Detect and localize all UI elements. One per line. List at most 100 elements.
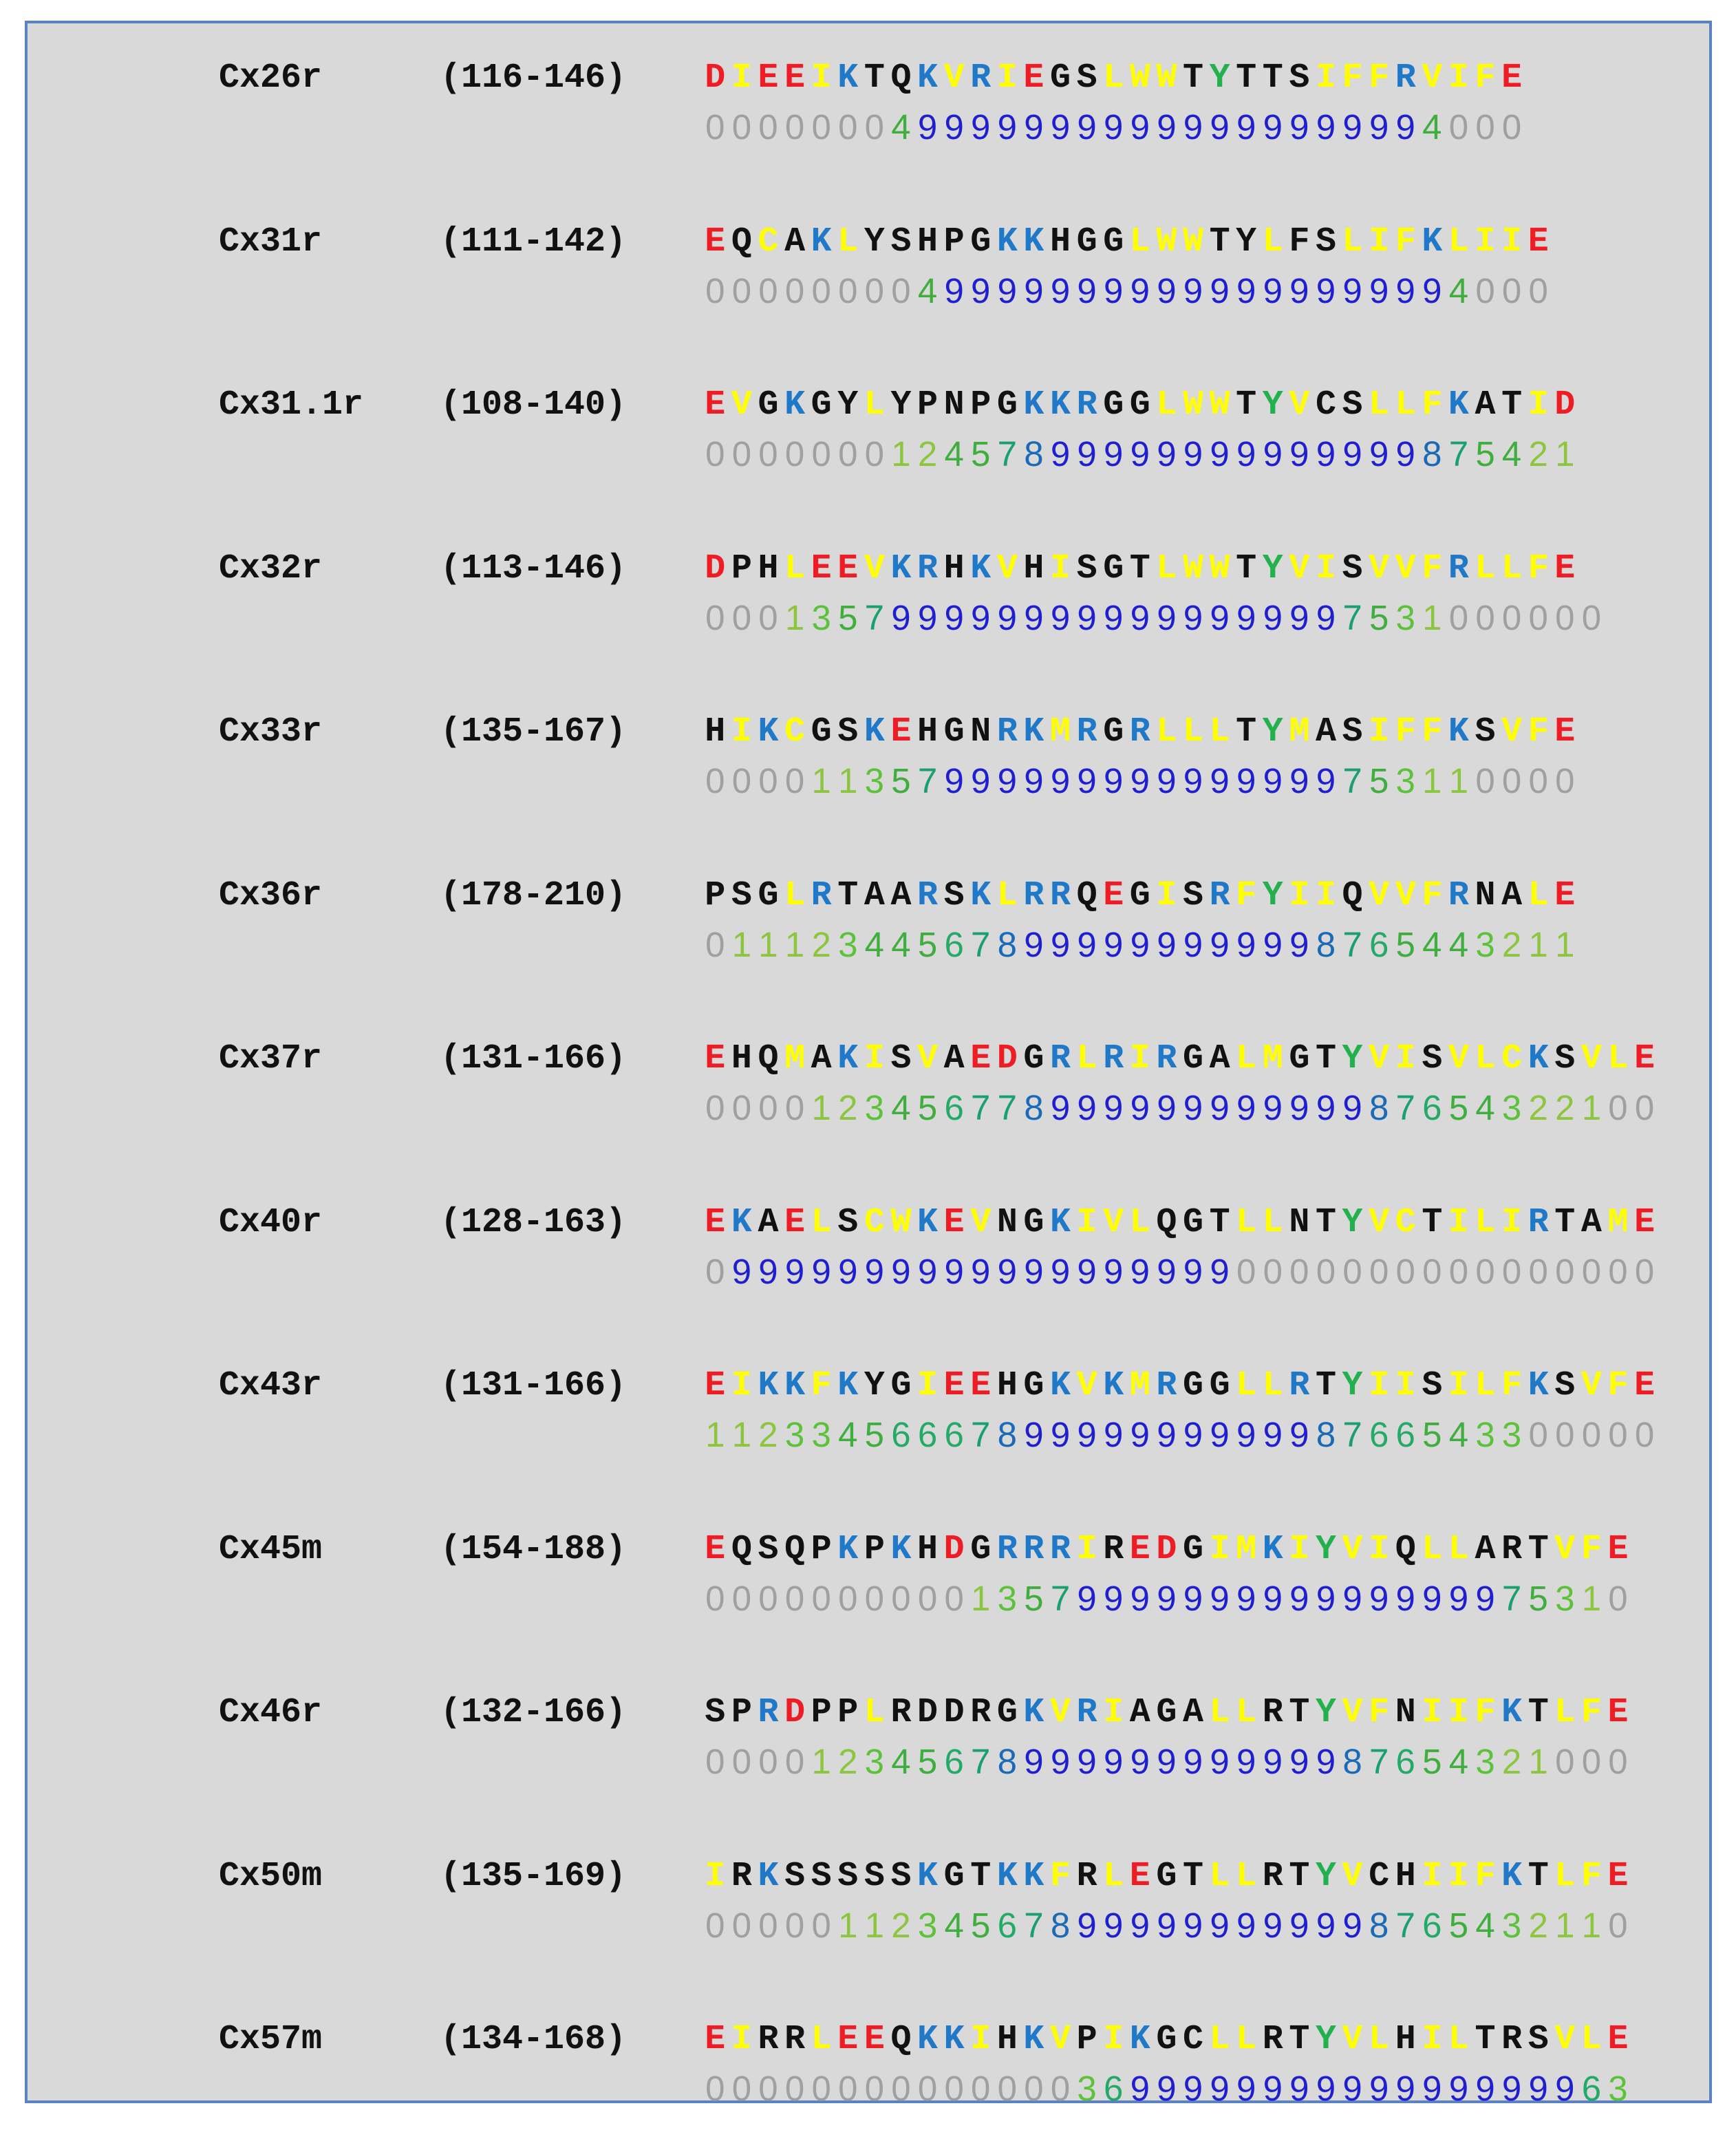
residue: L [996, 875, 1018, 915]
score-digit: 9 [1077, 1251, 1097, 1291]
residue: K [943, 2020, 965, 2059]
residue: S [1289, 58, 1310, 98]
score-digit: 0 [705, 597, 725, 637]
score-digit: 9 [1050, 761, 1071, 800]
residue: T [1289, 1693, 1310, 1732]
residue: G [1103, 222, 1124, 262]
residue: R [970, 58, 992, 98]
residue: A [1315, 712, 1336, 752]
residue: F [1369, 1693, 1390, 1732]
score-digit: 9 [811, 1251, 831, 1291]
residue: K [758, 1856, 779, 1896]
residue: V [1580, 1039, 1602, 1078]
score-digit: 9 [758, 1251, 778, 1291]
score-digit: 0 [1342, 1251, 1362, 1291]
score-digit: 9 [1157, 107, 1177, 147]
score-digit: 6 [891, 1415, 911, 1454]
score-digit: 9 [1236, 1415, 1256, 1454]
residue: A [1209, 1039, 1230, 1078]
residue: L [1156, 712, 1177, 752]
score-digit: 1 [1448, 761, 1469, 800]
score-digit: 7 [997, 1088, 1018, 1127]
residue: E [784, 1202, 806, 1242]
score-digit: 8 [1369, 1088, 1389, 1127]
residue: K [1422, 222, 1443, 262]
residue: E [1554, 875, 1576, 915]
score-digit: 0 [705, 1251, 725, 1291]
score-digit: 9 [1263, 1088, 1283, 1127]
score-digit: 3 [1475, 924, 1495, 964]
score-digit: 1 [811, 1742, 831, 1781]
residue: P [864, 1529, 885, 1569]
residue: N [970, 712, 992, 752]
residue: S [1554, 1366, 1576, 1405]
residue: G [1182, 1366, 1203, 1405]
residue: V [1369, 1039, 1390, 1078]
residue: I [1315, 58, 1336, 98]
score-digit: 5 [1448, 1905, 1469, 1945]
score-digit: 9 [1104, 924, 1124, 964]
score-digit: 7 [917, 761, 938, 800]
score-digit: 0 [705, 1578, 725, 1618]
sequence-line: Cx33r (135-167) H I K C G S K E H G N R K M R G R L L L T Y M A S I… [28, 705, 1709, 760]
score-digit: 9 [1210, 924, 1230, 964]
sequence-entry: Cx57m (134-168) E I R R L E E Q K K I H K V P I K G C L L R T Y V L… [28, 2012, 1709, 2150]
sequence-entry: Cx50m (135-169) I R K S S S S S K G T K K F R L E G T L L R T Y V C… [28, 1849, 1709, 1987]
score-digit: 1 [784, 597, 805, 637]
residue: V [864, 549, 885, 588]
residue: D [1554, 385, 1576, 425]
residue: A [758, 1202, 779, 1242]
residue: T [1528, 1529, 1549, 1569]
residue: M [784, 1039, 806, 1078]
score-digit: 9 [944, 597, 964, 637]
connexin-name: Cx32r [219, 549, 323, 588]
residue: R [917, 549, 939, 588]
score-digit: 7 [1395, 1905, 1415, 1945]
residue: G [758, 385, 779, 425]
score-digit: 1 [705, 1415, 725, 1454]
score-digit: 3 [864, 1742, 885, 1781]
score-digit: 9 [1130, 597, 1150, 637]
score-digit: 9 [1050, 107, 1071, 147]
score-digit: 9 [1263, 434, 1283, 473]
score-digit: 9 [1077, 1088, 1097, 1127]
score-digit: 9 [1475, 1578, 1495, 1618]
residue: T [864, 58, 885, 98]
score-digit: 0 [784, 1088, 805, 1127]
score-digit: 0 [1608, 1088, 1628, 1127]
residue: V [1369, 1202, 1390, 1242]
residue: E [705, 385, 726, 425]
residue-range: (135-167) [440, 712, 627, 752]
residue: R [1103, 1529, 1124, 1569]
score-digit: 8 [997, 1742, 1018, 1781]
residue: Q [731, 222, 752, 262]
score-digit: 6 [997, 1905, 1018, 1945]
residue: F [811, 1366, 832, 1405]
residue: F [1422, 549, 1443, 588]
score-digit: 0 [1369, 1251, 1389, 1291]
residue: Y [864, 1366, 885, 1405]
score-digit: 8 [1342, 1742, 1362, 1781]
score-digit: 9 [1157, 761, 1177, 800]
residue: P [731, 1693, 752, 1732]
score-digit: 1 [838, 1905, 858, 1945]
score-digit: 1 [1528, 1742, 1548, 1781]
score-digit: 9 [1263, 1415, 1283, 1454]
residue: V [1289, 549, 1310, 588]
connexin-name: Cx45m [219, 1529, 323, 1569]
score-digit: 9 [1210, 1742, 1230, 1781]
residue: N [943, 385, 965, 425]
residue: R [1023, 875, 1044, 915]
residue: E [705, 1366, 726, 1405]
residue: L [1262, 222, 1283, 262]
score-digit: 7 [1342, 597, 1362, 637]
residue: L [1475, 549, 1496, 588]
score-digit: 9 [1130, 924, 1150, 964]
residue: R [1528, 1202, 1549, 1242]
score-digit: 0 [731, 107, 752, 147]
residue: L [1209, 1693, 1230, 1732]
